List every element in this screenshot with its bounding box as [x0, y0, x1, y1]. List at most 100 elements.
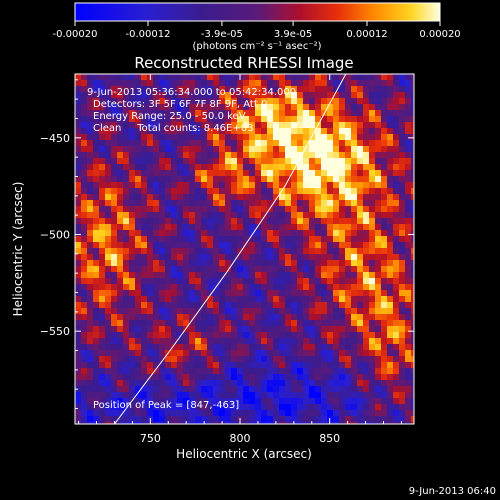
heatmap-cell: [219, 146, 225, 152]
heatmap-cell: [399, 398, 405, 404]
heatmap-cell: [321, 386, 327, 392]
heatmap-cell: [195, 200, 201, 206]
heatmap-cell: [375, 104, 381, 110]
heatmap-cell: [93, 260, 99, 266]
heatmap-cell: [393, 296, 399, 302]
heatmap-cell: [303, 398, 309, 404]
heatmap-cell: [249, 86, 255, 92]
heatmap-cell: [297, 200, 303, 206]
heatmap-cell: [279, 272, 285, 278]
heatmap-cell: [117, 380, 123, 386]
heatmap-cell: [117, 368, 123, 374]
heatmap-cell: [243, 104, 249, 110]
heatmap-cell: [393, 254, 399, 260]
heatmap-cell: [153, 332, 159, 338]
heatmap-cell: [171, 236, 177, 242]
y-tick-label: −550: [40, 325, 70, 338]
heatmap-cell: [333, 368, 339, 374]
heatmap-cell: [303, 134, 309, 140]
heatmap-cell: [297, 266, 303, 272]
heatmap-cell: [351, 356, 357, 362]
heatmap-cell: [201, 314, 207, 320]
heatmap-cell: [405, 350, 411, 356]
heatmap-cell: [339, 362, 345, 368]
heatmap-cell: [243, 182, 249, 188]
heatmap-cell: [249, 320, 255, 326]
heatmap-cell: [399, 356, 405, 362]
heatmap-cell: [225, 158, 231, 164]
heatmap-cell: [93, 242, 99, 248]
heatmap-cell: [375, 140, 381, 146]
heatmap-cell: [267, 368, 273, 374]
heatmap-cell: [201, 416, 207, 422]
heatmap-cell: [207, 368, 213, 374]
heatmap-cell: [249, 134, 255, 140]
heatmap-cell: [141, 254, 147, 260]
heatmap-cell: [381, 146, 387, 152]
heatmap-cell: [327, 122, 333, 128]
heatmap-cell: [327, 116, 333, 122]
heatmap-cell: [333, 86, 339, 92]
heatmap-cell: [81, 188, 87, 194]
heatmap-cell: [303, 416, 309, 422]
heatmap-cell: [153, 308, 159, 314]
heatmap-cell: [177, 242, 183, 248]
heatmap-cell: [213, 170, 219, 176]
heatmap-cell: [339, 212, 345, 218]
heatmap-cell: [171, 110, 177, 116]
heatmap-cell: [219, 206, 225, 212]
heatmap-cell: [243, 122, 249, 128]
heatmap-cell: [99, 284, 105, 290]
heatmap-cell: [201, 350, 207, 356]
heatmap-cell: [141, 80, 147, 86]
heatmap-cell: [255, 230, 261, 236]
heatmap-cell: [273, 194, 279, 200]
heatmap-cell: [105, 278, 111, 284]
heatmap-cell: [153, 254, 159, 260]
heatmap-cell: [141, 332, 147, 338]
heatmap-cell: [159, 416, 165, 422]
heatmap-cell: [297, 296, 303, 302]
heatmap-cell: [255, 392, 261, 398]
heatmap-cell: [345, 320, 351, 326]
heatmap-cell: [255, 296, 261, 302]
heatmap-cell: [105, 338, 111, 344]
heatmap-cell: [159, 302, 165, 308]
heatmap-cell: [393, 200, 399, 206]
heatmap-cell: [279, 290, 285, 296]
heatmap-cell: [213, 386, 219, 392]
heatmap-cell: [111, 320, 117, 326]
heatmap-cell: [189, 242, 195, 248]
heatmap-cell: [279, 206, 285, 212]
heatmap-cell: [339, 98, 345, 104]
heatmap-cell: [345, 332, 351, 338]
heatmap-cell: [399, 230, 405, 236]
heatmap-cell: [309, 284, 315, 290]
heatmap-cell: [357, 146, 363, 152]
heatmap-cell: [387, 254, 393, 260]
heatmap-cell: [285, 386, 291, 392]
heatmap-cell: [291, 404, 297, 410]
heatmap-cell: [381, 260, 387, 266]
heatmap-cell: [153, 230, 159, 236]
heatmap-cell: [381, 296, 387, 302]
heatmap-cell: [405, 368, 411, 374]
heatmap-cell: [339, 140, 345, 146]
heatmap-cell: [255, 194, 261, 200]
heatmap-cell: [207, 194, 213, 200]
heatmap-cell: [243, 308, 249, 314]
heatmap-cell: [333, 248, 339, 254]
heatmap-cell: [369, 308, 375, 314]
heatmap-cell: [195, 284, 201, 290]
heatmap-cell: [315, 242, 321, 248]
heatmap-cell: [105, 326, 111, 332]
heatmap-cell: [183, 170, 189, 176]
heatmap-cell: [87, 146, 93, 152]
heatmap-cell: [159, 224, 165, 230]
chart-title: Reconstructed RHESSI Image: [134, 54, 353, 72]
heatmap-cell: [309, 392, 315, 398]
heatmap-cell: [363, 176, 369, 182]
heatmap-cell: [399, 80, 405, 86]
heatmap-cell: [243, 230, 249, 236]
heatmap-cell: [285, 122, 291, 128]
